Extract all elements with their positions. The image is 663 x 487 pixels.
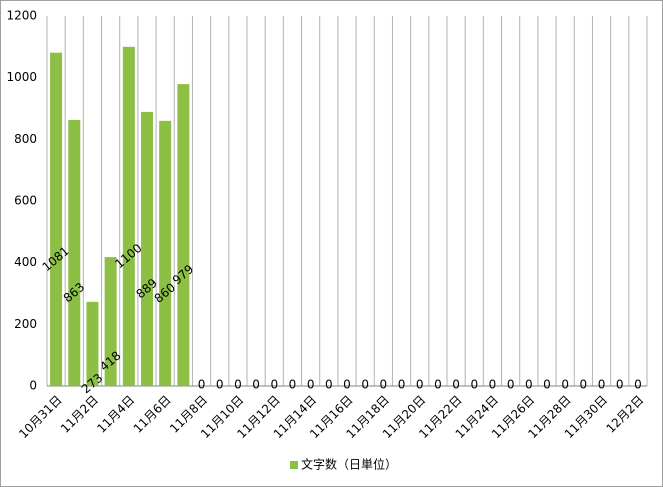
data-label: 0 <box>489 378 497 392</box>
bar <box>104 257 117 386</box>
data-label: 0 <box>434 378 442 392</box>
bar <box>86 301 99 386</box>
data-label: 0 <box>325 378 333 392</box>
data-label: 0 <box>580 378 588 392</box>
data-label: 0 <box>398 378 406 392</box>
y-tick-label: 200 <box>14 317 37 331</box>
data-label: 0 <box>634 378 642 392</box>
bar <box>122 46 135 386</box>
y-tick-label: 400 <box>14 255 37 269</box>
data-label: 0 <box>252 378 260 392</box>
data-label: 0 <box>416 378 424 392</box>
data-label: 0 <box>561 378 569 392</box>
data-label: 0 <box>307 378 315 392</box>
bar <box>68 119 81 387</box>
bar <box>141 111 153 387</box>
bar <box>159 120 172 386</box>
bar <box>177 84 190 387</box>
data-label: 0 <box>543 378 551 392</box>
y-tick-label: 800 <box>14 132 37 146</box>
legend-label: 文字数（日単位） <box>301 457 397 472</box>
data-label: 0 <box>470 378 478 392</box>
data-label: 0 <box>361 378 369 392</box>
y-tick-label: 0 <box>29 379 37 393</box>
data-label: 0 <box>452 378 460 392</box>
data-label: 0 <box>234 378 242 392</box>
y-tick-label: 600 <box>14 194 37 208</box>
data-label: 0 <box>525 378 533 392</box>
bar <box>50 52 63 387</box>
legend-marker <box>290 461 298 469</box>
data-label: 0 <box>216 378 224 392</box>
data-label: 0 <box>507 378 515 392</box>
y-tick-label: 1200 <box>6 9 37 23</box>
y-tick-label: 1000 <box>6 70 37 84</box>
data-label: 0 <box>380 378 388 392</box>
data-label: 0 <box>598 378 606 392</box>
data-label: 0 <box>616 378 624 392</box>
data-label: 0 <box>343 378 351 392</box>
data-label: 0 <box>289 378 297 392</box>
data-label: 0 <box>270 378 278 392</box>
data-label: 0 <box>198 378 206 392</box>
